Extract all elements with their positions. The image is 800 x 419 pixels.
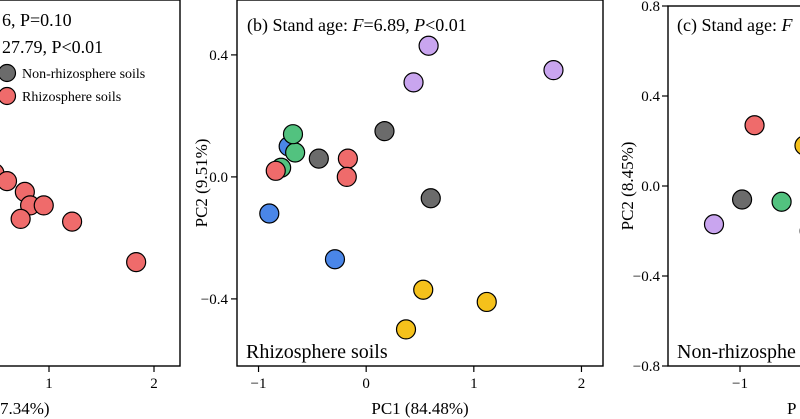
data-point	[285, 142, 306, 163]
legend-label-non-rhizosphere: Non-rhizosphere soils	[22, 67, 145, 82]
panel-left-x-axis-title: 7.34%)	[0, 399, 50, 418]
data-point	[259, 203, 280, 224]
panel-c-x-ticks: −1	[732, 366, 748, 392]
x-tick-label: 2	[578, 376, 586, 392]
x-tick-label: −1	[732, 376, 748, 392]
legend-marker-non-rhizosphere	[0, 63, 17, 83]
data-point	[418, 35, 439, 56]
panel-b-points	[259, 35, 564, 340]
legend-marker-rhizosphere	[0, 86, 17, 106]
panel-c-corner-label: Non-rhizosphe	[677, 341, 796, 363]
panel-c-title: (c) Stand age: F	[677, 15, 793, 36]
data-point	[336, 166, 357, 187]
panel-c: (c) Stand age: F −1 0.8 0.4 0.0 −0.4 −0.8 No…	[618, 0, 800, 418]
x-tick-label: 1	[470, 376, 478, 392]
y-tick-label: 0.0	[641, 179, 660, 195]
data-point	[0, 171, 18, 192]
data-point	[476, 291, 497, 313]
panel-b-y-axis-title: PC2 (9.51%)	[192, 139, 211, 228]
data-point	[61, 211, 83, 232]
data-point	[374, 121, 395, 142]
y-tick-label: 0.4	[209, 48, 228, 64]
panel-left-x-tick-label: 1	[45, 376, 53, 392]
data-point	[744, 115, 765, 136]
y-tick-label: −0.8	[633, 359, 660, 375]
panel-left-title-line-2: 27.79, P<0.01	[2, 37, 103, 57]
panel-c-x-axis-title: P	[787, 399, 796, 418]
panel-c-points	[703, 115, 800, 235]
legend: Non-rhizosphere soils Rhizosphere soils	[0, 63, 145, 106]
panel-b: (b) Stand age: F=6.89, P<0.01 −1 0 1 2 0.40…	[192, 0, 604, 418]
panel-c-frame	[667, 5, 800, 367]
panel-c-y-axis-title: PC2 (8.45%)	[618, 142, 637, 231]
panel-b-corner-label: Rhizosphere soils	[246, 341, 388, 363]
panel-left-title-line-1: 6, P=0.10	[2, 10, 72, 30]
panel-b-y-ticks: 0.4 0.0 −0.4	[201, 48, 237, 308]
panel-left: 6, P=0.10 27.79, P<0.01 Non-rhizosphere …	[0, 0, 181, 418]
panel-b-x-axis-title: PC1 (84.48%)	[371, 399, 468, 418]
data-point	[324, 249, 346, 270]
data-point	[265, 160, 286, 181]
data-point	[413, 279, 434, 300]
data-point	[126, 252, 147, 273]
panel-b-frame	[236, 0, 604, 367]
data-point	[337, 148, 358, 169]
data-point	[543, 60, 564, 81]
panel-b-title: (b) Stand age: F=6.89, P<0.01	[247, 15, 467, 36]
panel-left-frame	[0, 0, 181, 367]
x-tick-label: 0	[362, 376, 370, 392]
panel-left-x-tick-label: 2	[150, 376, 158, 392]
data-point	[10, 208, 31, 229]
legend-label-rhizosphere: Rhizosphere soils	[22, 90, 121, 105]
data-point	[703, 214, 725, 235]
data-point	[420, 188, 441, 209]
data-point	[33, 195, 54, 216]
x-tick-label: −1	[251, 376, 267, 392]
data-point	[403, 72, 424, 93]
y-tick-label: −0.4	[201, 292, 229, 308]
data-point	[731, 189, 753, 210]
data-point	[794, 136, 800, 155]
panel-c-y-ticks: 0.8 0.4 0.0 −0.4 −0.8	[633, 0, 668, 375]
panel-left-points	[0, 164, 147, 273]
data-point	[282, 124, 304, 145]
y-tick-label: −0.4	[633, 269, 661, 285]
y-tick-label: 0.4	[641, 89, 660, 105]
data-point	[771, 191, 792, 212]
data-point	[308, 148, 329, 169]
y-tick-label: 0.8	[641, 0, 660, 15]
y-tick-label: 0.0	[209, 170, 228, 186]
panel-b-x-ticks: −1 0 1 2	[251, 366, 586, 392]
data-point	[395, 319, 417, 340]
